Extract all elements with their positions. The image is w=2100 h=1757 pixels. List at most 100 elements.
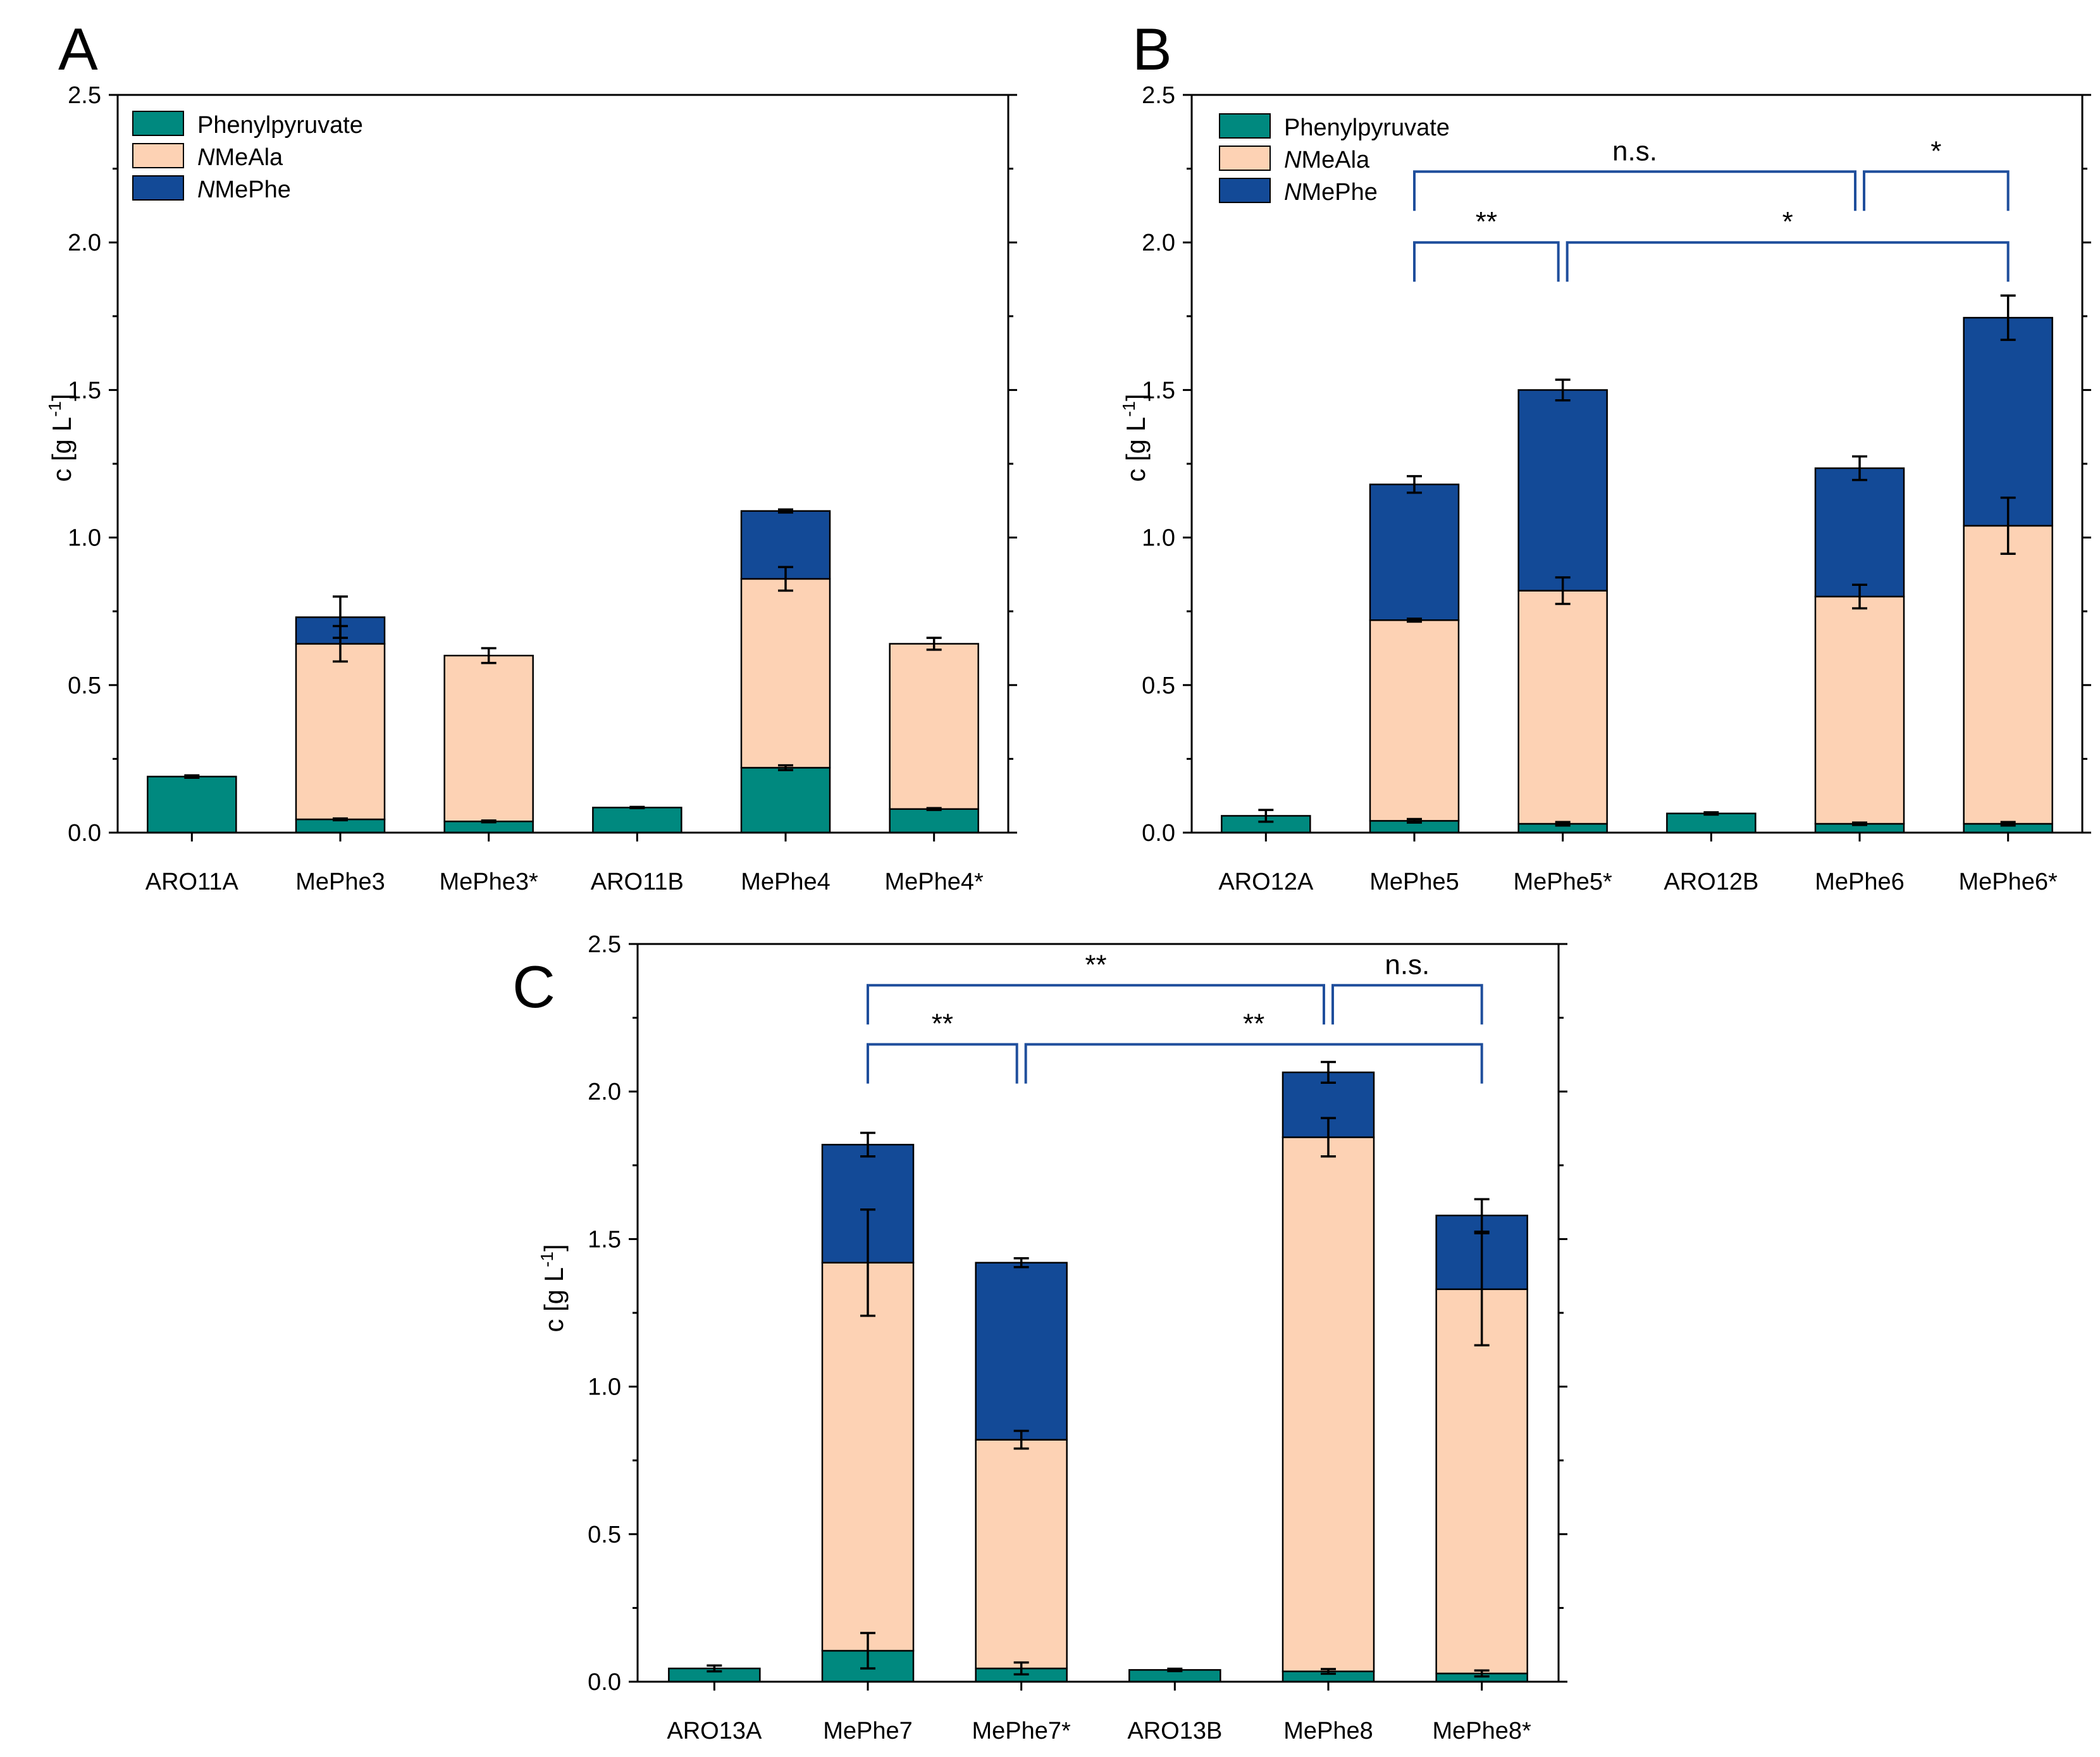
bar-phenylpyruvate-aro11b [592, 807, 682, 834]
significance-label: n.s. [1612, 135, 1657, 166]
bar-phenylpyruvate-aro12b [1666, 812, 1757, 834]
significance-label: ** [1476, 206, 1497, 237]
legend-swatch-nmeala [1219, 146, 1271, 171]
bar-nmephe-mephe5 [1369, 483, 1460, 621]
legend-swatch-nmeala [132, 143, 184, 168]
bar-nmeala-mephe5 [1369, 619, 1460, 822]
significance-bracket--star-star [1413, 241, 1560, 282]
significance-label: ** [932, 1009, 953, 1040]
bar-nmeala-mephe4-star [889, 643, 979, 810]
bar-nmephe-mephe6-star [1963, 316, 2053, 527]
significance-bracket--star-star [867, 1043, 1018, 1084]
significance-label: ** [1085, 949, 1106, 980]
x-tick-label-mephe8: MePhe8 [1283, 1718, 1373, 1744]
legend-item-nmeala: NMeAla [1219, 146, 1370, 173]
y-tick-label: 1.5 [68, 377, 101, 404]
panel-b: B 0.0 0.5 1.0 1.5 2.0 2.5 ARO12A MePhe5 MePhe5* A… [1119, 16, 2091, 895]
legend-item-phenylpyruvate: Phenylpyruvate [132, 111, 363, 139]
bar-nmeala-mephe8 [1282, 1136, 1375, 1672]
y-tick-label: 0.5 [588, 1522, 621, 1548]
legend-label-nmeala: NMeAla [1284, 147, 1370, 173]
y-tick-label: 2.5 [588, 931, 621, 958]
bar-nmeala-mephe6-star [1963, 525, 2053, 825]
legend-label-nmephe: NMePhe [197, 177, 291, 203]
x-tick-label-aro13b: ARO13B [1127, 1718, 1222, 1744]
x-tick-label-mephe6-star: MePhe6* [1959, 869, 2058, 895]
legend-label-phenylpyruvate: Phenylpyruvate [1284, 115, 1450, 141]
panel-a: A 0.0 0.5 1.0 1.5 2.0 2.5 ARO11A MePhe3 MePhe3* A… [45, 16, 1017, 895]
legend-item-nmephe: NMePhe [1219, 178, 1378, 206]
y-tick-label: 0.5 [1142, 673, 1175, 699]
significance-bracket--star [1566, 241, 2010, 282]
legend-b: Phenylpyruvate NMeAla NMePhe [1219, 113, 1450, 206]
y-tick-label: 2.5 [68, 82, 101, 109]
x-tick-label-aro12b: ARO12B [1664, 869, 1758, 895]
y-tick-label: 0.5 [68, 673, 101, 699]
legend-swatch-nmephe [132, 175, 184, 201]
panel-label-a: A [58, 16, 98, 82]
x-tick-label-mephe4-star: MePhe4* [885, 869, 984, 895]
y-tick-label: 1.5 [1142, 377, 1175, 404]
y-tick-label: 1.5 [588, 1226, 621, 1253]
y-tick-label: 1.0 [1142, 525, 1175, 552]
y-tick-label: 0.0 [68, 820, 101, 847]
plot-area-c: 0.0 0.5 1.0 1.5 2.0 2.5 ARO13A MePhe7 MePhe7* ARO… [588, 931, 1567, 1744]
y-tick-label: 0.0 [1142, 820, 1175, 847]
legend-item-nmeala: NMeAla [132, 143, 283, 171]
legend-item-nmephe: NMePhe [132, 175, 291, 203]
bar-phenylpyruvate-mephe4 [740, 767, 831, 834]
x-tick-label-aro13a: ARO13A [667, 1718, 762, 1744]
bar-nmephe-mephe7-star [975, 1262, 1068, 1441]
y-axis-label-a: c [g L-1] [45, 394, 77, 481]
x-tick-label-aro12a: ARO12A [1218, 869, 1314, 895]
y-tick-label: 2.5 [1142, 82, 1175, 109]
significance-bracket--star-star [867, 984, 1325, 1025]
y-tick-label: 2.0 [68, 230, 101, 256]
significance-bracket--star-star [1024, 1043, 1483, 1084]
x-tick-label-mephe4: MePhe4 [741, 869, 831, 895]
bar-nmephe-mephe5-star [1517, 389, 1608, 592]
legend-label-phenylpyruvate: Phenylpyruvate [197, 112, 363, 139]
legend-label-nmeala: NMeAla [197, 144, 283, 171]
x-tick-label-mephe7: MePhe7 [823, 1718, 913, 1744]
axes-frame [636, 943, 1560, 1683]
x-tick-label-mephe3: MePhe3 [295, 869, 385, 895]
significance-bracket--star [1863, 170, 2010, 211]
panel-label-c: C [512, 953, 555, 1020]
bar-nmeala-mephe8-star [1435, 1288, 1528, 1675]
bar-phenylpyruvate-aro11a [147, 776, 237, 834]
bar-nmeala-mephe4 [740, 578, 831, 769]
significance-label: n.s. [1385, 949, 1430, 980]
plot-area-b: 0.0 0.5 1.0 1.5 2.0 2.5 ARO12A MePhe5 MePhe5* ARO… [1142, 82, 2091, 895]
bar-nmephe-mephe6 [1814, 467, 1905, 598]
bar-nmeala-mephe3-star [443, 654, 534, 823]
x-tick-label-aro11a: ARO11A [145, 869, 239, 895]
x-tick-label-mephe6: MePhe6 [1815, 869, 1905, 895]
legend-swatch-nmephe [1219, 178, 1271, 203]
bar-nmeala-mephe6 [1814, 595, 1905, 825]
significance-label: ** [1243, 1009, 1264, 1040]
bar-nmeala-mephe3 [295, 643, 386, 821]
x-tick-label-mephe3-star: MePhe3* [440, 869, 539, 895]
x-tick-label-mephe8-star: MePhe8* [1433, 1718, 1532, 1744]
legend-swatch-phenylpyruvate [132, 111, 184, 136]
x-tick-label-mephe5-star: MePhe5* [1514, 869, 1613, 895]
panel-label-b: B [1132, 16, 1172, 82]
legend-label-nmephe: NMePhe [1284, 179, 1378, 206]
x-tick-label-aro11b: ARO11B [591, 869, 684, 895]
plot-area-a: 0.0 0.5 1.0 1.5 2.0 2.5 ARO11A MePhe3 MePhe3* ARO… [68, 82, 1017, 895]
y-axis-label-c: c [g L-1] [537, 1244, 569, 1332]
y-tick-label: 1.0 [588, 1374, 621, 1401]
y-tick-label: 1.0 [68, 525, 101, 552]
axes-frame [116, 94, 1010, 834]
significance-bracket-n-s- [1413, 170, 1856, 211]
bar-nmeala-mephe5-star [1517, 590, 1608, 825]
legend-swatch-phenylpyruvate [1219, 113, 1271, 139]
x-tick-label-mephe5: MePhe5 [1369, 869, 1459, 895]
y-tick-label: 2.0 [588, 1079, 621, 1105]
bar-nmeala-mephe7-star [975, 1439, 1068, 1670]
x-tick-label-mephe7-star: MePhe7* [972, 1718, 1072, 1744]
significance-label: * [1782, 206, 1793, 237]
legend-item-phenylpyruvate: Phenylpyruvate [1219, 113, 1450, 141]
